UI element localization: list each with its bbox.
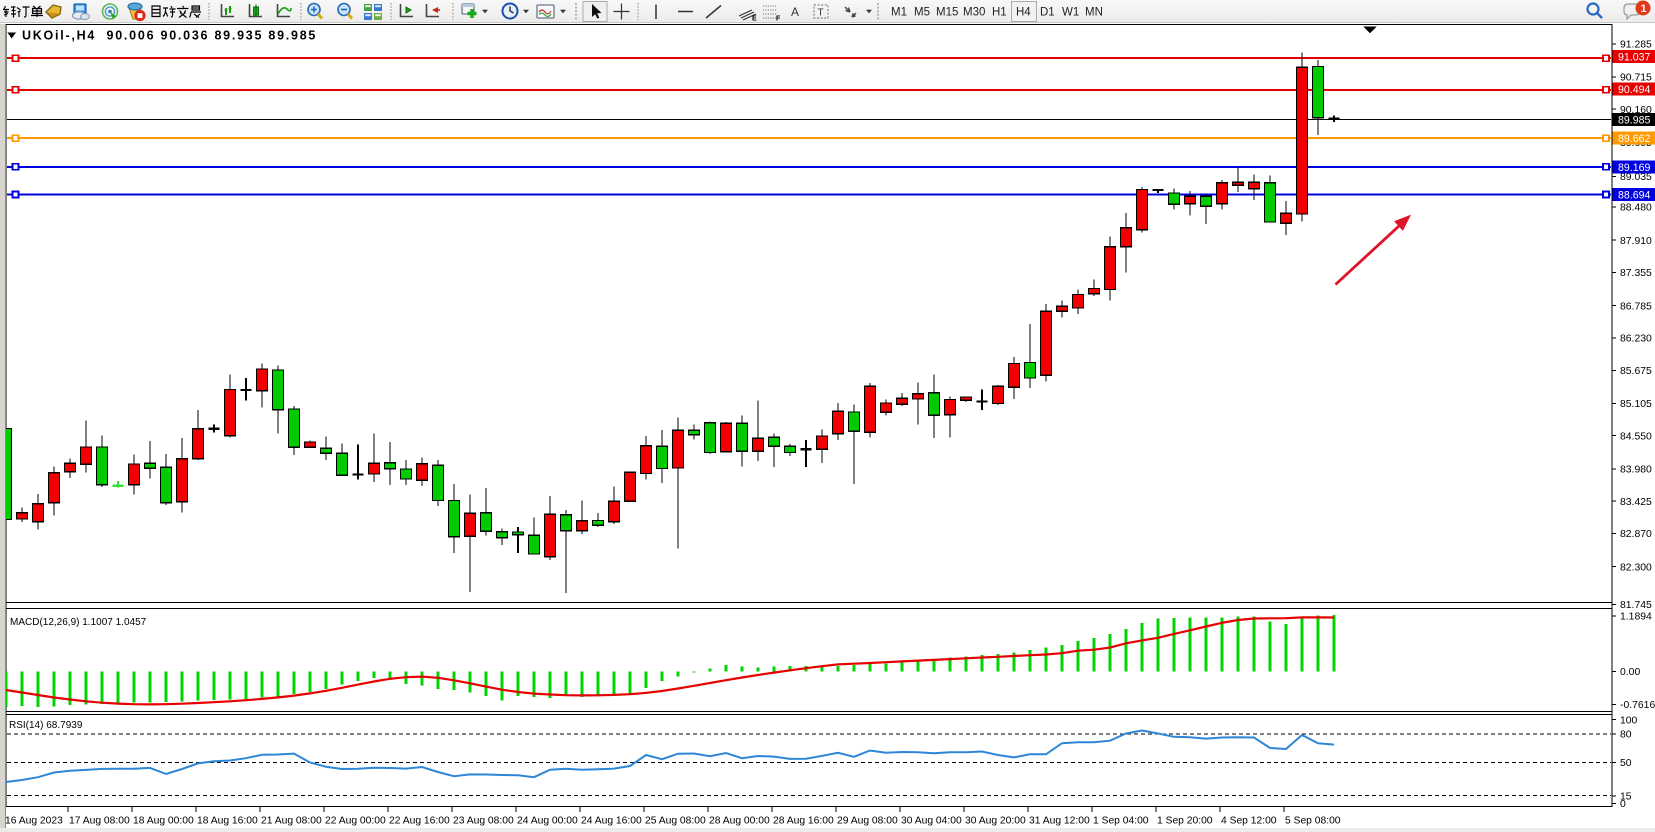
svg-text:H1: H1 xyxy=(992,7,1007,19)
svg-text:87.910: 87.910 xyxy=(1620,236,1652,247)
svg-text:M15: M15 xyxy=(936,7,958,19)
svg-text:UKOil-,H4 90.006 90.036 89.93: UKOil-,H4 90.006 90.036 89.935 89.985 xyxy=(22,29,317,43)
svg-text:1: 1 xyxy=(1641,3,1647,15)
svg-text:E: E xyxy=(752,16,757,23)
svg-text:1 Sep 04:00: 1 Sep 04:00 xyxy=(1093,816,1149,827)
svg-text:91.037: 91.037 xyxy=(1618,52,1651,64)
svg-text:18 Aug 00:00: 18 Aug 00:00 xyxy=(133,816,194,827)
svg-text:86.785: 86.785 xyxy=(1620,301,1652,312)
svg-text:25 Aug 08:00: 25 Aug 08:00 xyxy=(645,816,706,827)
svg-text:15: 15 xyxy=(1620,792,1632,803)
svg-text:89.662: 89.662 xyxy=(1618,133,1651,145)
svg-text:18 Aug 16:00: 18 Aug 16:00 xyxy=(197,816,258,827)
svg-text:M1: M1 xyxy=(891,7,907,19)
svg-text:0: 0 xyxy=(1620,799,1626,810)
svg-text:83.980: 83.980 xyxy=(1620,465,1652,476)
svg-text:M30: M30 xyxy=(963,7,985,19)
svg-text:84.550: 84.550 xyxy=(1620,431,1652,442)
svg-text:-0.7616: -0.7616 xyxy=(1620,700,1655,711)
svg-text:RSI(14) 68.7939: RSI(14) 68.7939 xyxy=(9,720,83,731)
svg-text:82.870: 82.870 xyxy=(1620,529,1652,540)
svg-text:89.035: 89.035 xyxy=(1620,172,1652,183)
svg-text:89.985: 89.985 xyxy=(1618,114,1651,126)
svg-text:88.480: 88.480 xyxy=(1620,203,1652,214)
svg-text:86.230: 86.230 xyxy=(1620,334,1652,345)
svg-text:17 Aug 08:00: 17 Aug 08:00 xyxy=(69,816,130,827)
svg-text:30 Aug 04:00: 30 Aug 04:00 xyxy=(901,816,962,827)
svg-text:24 Aug 16:00: 24 Aug 16:00 xyxy=(581,816,642,827)
svg-text:5 Sep 08:00: 5 Sep 08:00 xyxy=(1285,816,1341,827)
svg-text:31 Aug 12:00: 31 Aug 12:00 xyxy=(1029,816,1090,827)
svg-text:MN: MN xyxy=(1085,7,1103,19)
svg-text:M5: M5 xyxy=(914,7,930,19)
svg-text:87.355: 87.355 xyxy=(1620,268,1652,279)
svg-text:F: F xyxy=(776,16,781,23)
svg-text:24 Aug 00:00: 24 Aug 00:00 xyxy=(517,816,578,827)
svg-text:89.169: 89.169 xyxy=(1618,162,1651,174)
svg-text:1 Sep 20:00: 1 Sep 20:00 xyxy=(1157,816,1213,827)
svg-text:80: 80 xyxy=(1620,730,1632,741)
svg-text:100: 100 xyxy=(1620,715,1638,726)
svg-text:T: T xyxy=(818,8,824,19)
svg-text:MACD(12,26,9) 1.1007 1.0457: MACD(12,26,9) 1.1007 1.0457 xyxy=(10,617,147,628)
svg-text:29 Aug 08:00: 29 Aug 08:00 xyxy=(837,816,898,827)
svg-text:90.715: 90.715 xyxy=(1620,73,1652,84)
svg-text:H4: H4 xyxy=(1016,7,1031,19)
svg-text:91.285: 91.285 xyxy=(1620,40,1652,51)
svg-text:28 Aug 00:00: 28 Aug 00:00 xyxy=(709,816,770,827)
svg-text:81.745: 81.745 xyxy=(1620,600,1652,611)
svg-text:1.1894: 1.1894 xyxy=(1620,612,1652,623)
svg-text:A: A xyxy=(791,5,799,19)
svg-text:W1: W1 xyxy=(1062,7,1079,19)
svg-text:22 Aug 00:00: 22 Aug 00:00 xyxy=(325,816,386,827)
svg-text:85.675: 85.675 xyxy=(1620,366,1652,377)
svg-text:4 Sep 12:00: 4 Sep 12:00 xyxy=(1221,816,1277,827)
svg-text:0.00: 0.00 xyxy=(1620,667,1640,678)
svg-text:30 Aug 20:00: 30 Aug 20:00 xyxy=(965,816,1026,827)
svg-text:90.494: 90.494 xyxy=(1618,84,1651,96)
svg-text:D1: D1 xyxy=(1040,7,1055,19)
svg-text:90.160: 90.160 xyxy=(1620,105,1652,116)
svg-text:16 Aug 2023: 16 Aug 2023 xyxy=(5,816,63,827)
svg-text:23 Aug 08:00: 23 Aug 08:00 xyxy=(453,816,514,827)
svg-text:50: 50 xyxy=(1620,758,1632,769)
svg-text:22 Aug 16:00: 22 Aug 16:00 xyxy=(389,816,450,827)
svg-text:83.425: 83.425 xyxy=(1620,497,1652,508)
svg-text:82.300: 82.300 xyxy=(1620,562,1652,573)
svg-text:21 Aug 08:00: 21 Aug 08:00 xyxy=(261,816,322,827)
svg-text:28 Aug 16:00: 28 Aug 16:00 xyxy=(773,816,834,827)
svg-text:88.694: 88.694 xyxy=(1618,190,1651,202)
svg-text:85.105: 85.105 xyxy=(1620,399,1652,410)
